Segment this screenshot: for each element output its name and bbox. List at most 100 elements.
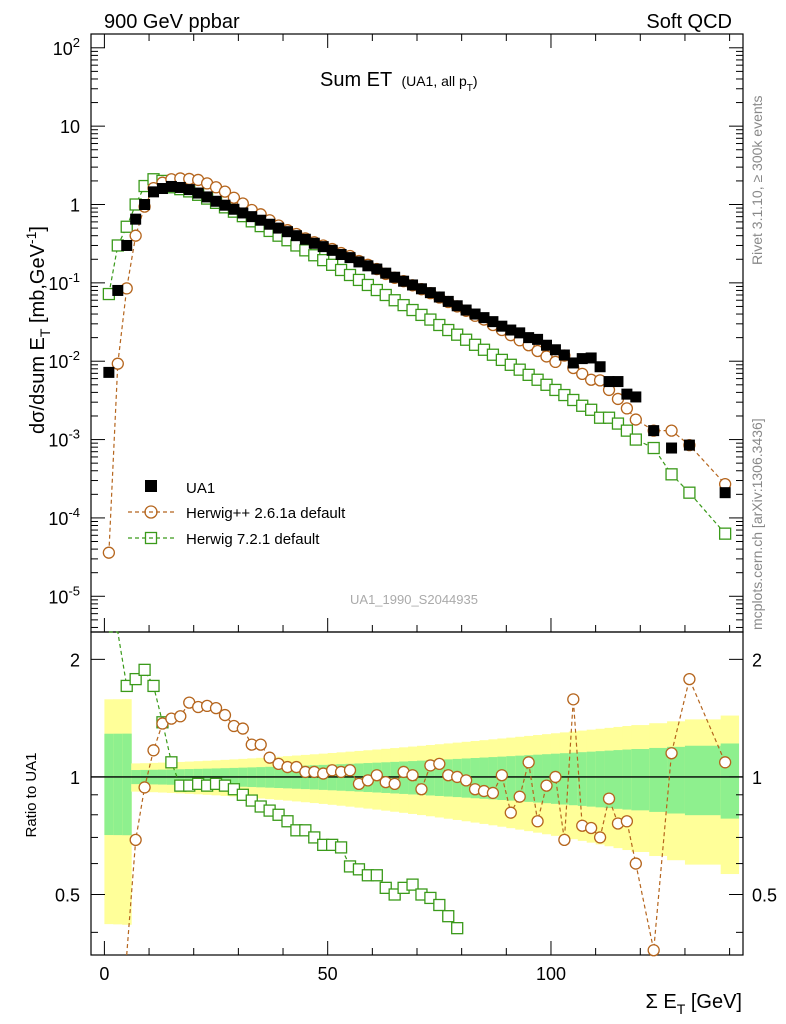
ua1-data-point	[255, 214, 267, 226]
herwig7-main-point	[647, 441, 660, 455]
ua1-data-point	[326, 244, 338, 256]
herwigpp-ratio-point	[504, 806, 517, 819]
herwigpp-main-point	[665, 424, 678, 437]
ua1-data-point	[299, 233, 311, 245]
ua1-data-point	[362, 260, 374, 272]
herwigpp-main-point	[129, 229, 142, 242]
herwigpp-ratio-point	[567, 693, 580, 706]
ua1-data-point	[496, 320, 508, 332]
herwigpp-ratio-point	[459, 774, 473, 787]
herwig7-main-point	[683, 486, 696, 499]
ratio-mc-series	[108, 631, 732, 957]
band-inner-segment	[577, 752, 588, 806]
herwig7-main-point	[120, 220, 133, 233]
ua1-data-point	[156, 183, 168, 195]
herwig7-ratio-point	[370, 869, 383, 882]
band-inner-segment	[559, 753, 570, 805]
mcplots-label: mcplots.cern.ch [arXiv:1306.3436]	[749, 418, 765, 630]
band-inner-segment	[720, 743, 740, 819]
band-inner-segment	[488, 757, 498, 800]
herwigpp-ratio-point	[415, 783, 428, 796]
herwig7-ratio-point	[442, 910, 455, 923]
ua1-data-point	[335, 249, 347, 261]
ua1-data-point	[264, 218, 276, 230]
herwig7-ratio-point	[388, 888, 401, 901]
band-inner-segment	[390, 761, 400, 794]
legend-marker-herwigpp	[144, 505, 158, 519]
herwigpp-main-point	[576, 367, 589, 380]
plot-title-sub: (UA1, all p	[401, 73, 467, 89]
x-tick-label: 50	[318, 964, 338, 984]
ua1-data-point	[576, 353, 588, 365]
ua1-data-point	[549, 344, 561, 356]
legend-label-herwigpp: Herwig++ 2.6.1a default	[186, 505, 346, 522]
band-inner-segment	[649, 747, 668, 812]
ua1-data-point	[237, 207, 249, 219]
legend-label-herwig7: Herwig 7.2.1 default	[186, 531, 320, 548]
herwig7-ratio-point	[138, 663, 151, 676]
ua1-data-point	[353, 256, 365, 268]
ua1-data-point	[666, 442, 678, 454]
ua1-data-point	[344, 252, 356, 264]
herwig7-ratio-point	[299, 824, 312, 837]
ua1-data-point	[567, 357, 579, 369]
ratio-tick-label-right: 1	[752, 768, 762, 788]
band-inner-segment	[586, 751, 597, 807]
herwigpp-main-point	[549, 355, 562, 369]
ua1-data-point	[630, 391, 642, 403]
y-tick-label: 1	[70, 196, 80, 216]
ua1-data-point	[648, 425, 660, 437]
herwigpp-ratio-point	[513, 790, 526, 803]
herwig7-main-point	[629, 433, 642, 446]
herwig7-main-point	[611, 417, 625, 430]
ratio-tick-label-left: 1	[70, 768, 80, 788]
y-tick-label: 10-3	[48, 427, 80, 451]
herwig7-ratio-point	[424, 891, 437, 905]
herwigpp-ratio-point	[665, 747, 678, 760]
ua1-data-point	[719, 487, 731, 499]
ua1-data-point	[523, 332, 535, 344]
ua1-data-point	[228, 203, 240, 215]
herwig7-ratio-point	[165, 756, 178, 769]
x-tick-label: 100	[536, 964, 566, 984]
ua1-data-point	[121, 239, 133, 251]
y-tick-label: 10-1	[48, 270, 80, 294]
herwigpp-ratio-point	[495, 769, 508, 782]
ratio-tick-label-left: 0.5	[55, 886, 80, 906]
header-right: Soft QCD	[646, 11, 732, 33]
herwigpp-ratio-point	[129, 833, 142, 847]
herwigpp-ratio-point	[370, 769, 383, 782]
band-inner-segment	[684, 745, 722, 816]
ua1-data-point	[183, 184, 195, 196]
y-tick-label: 10-5	[48, 583, 80, 607]
ua1-data-point	[532, 333, 544, 345]
herwig7-main-point	[718, 527, 732, 540]
x-axis-label: Σ ET [GeV]	[645, 991, 742, 1017]
ua1-data-point	[398, 275, 410, 287]
herwig7-ratio-point	[379, 881, 392, 894]
ua1-data-point	[130, 213, 142, 225]
herwig7-ratio-point	[308, 831, 321, 844]
herwigpp-ratio-point	[138, 781, 151, 794]
plot-title-main: Sum ET	[320, 69, 392, 91]
herwigpp-ratio-point	[343, 764, 357, 777]
ua1-data-point	[281, 226, 293, 238]
herwigpp-ratio-point	[647, 944, 660, 957]
ua1-data-point	[273, 222, 285, 234]
herwigpp-ratio-point	[522, 756, 535, 769]
ratio-axis-label: Ratio to UA1	[23, 752, 40, 837]
herwigpp-main-point	[620, 402, 634, 415]
herwigpp-ratio-point	[236, 722, 249, 735]
ua1-data-point	[103, 366, 115, 378]
herwigpp-ratio-point	[361, 774, 375, 787]
band-inner-segment	[613, 750, 623, 809]
herwigpp-ratio-point	[629, 857, 642, 870]
herwig7-ratio-point	[147, 679, 160, 693]
ua1-data-point	[112, 284, 124, 296]
herwig7-ratio-point	[433, 898, 446, 912]
herwigpp-ratio-point	[433, 757, 446, 771]
herwigpp-ratio-point	[558, 833, 571, 847]
band-inner-segment	[506, 756, 516, 801]
band-inner-segment	[417, 760, 427, 795]
plot-title-sub-index: T	[467, 83, 473, 94]
